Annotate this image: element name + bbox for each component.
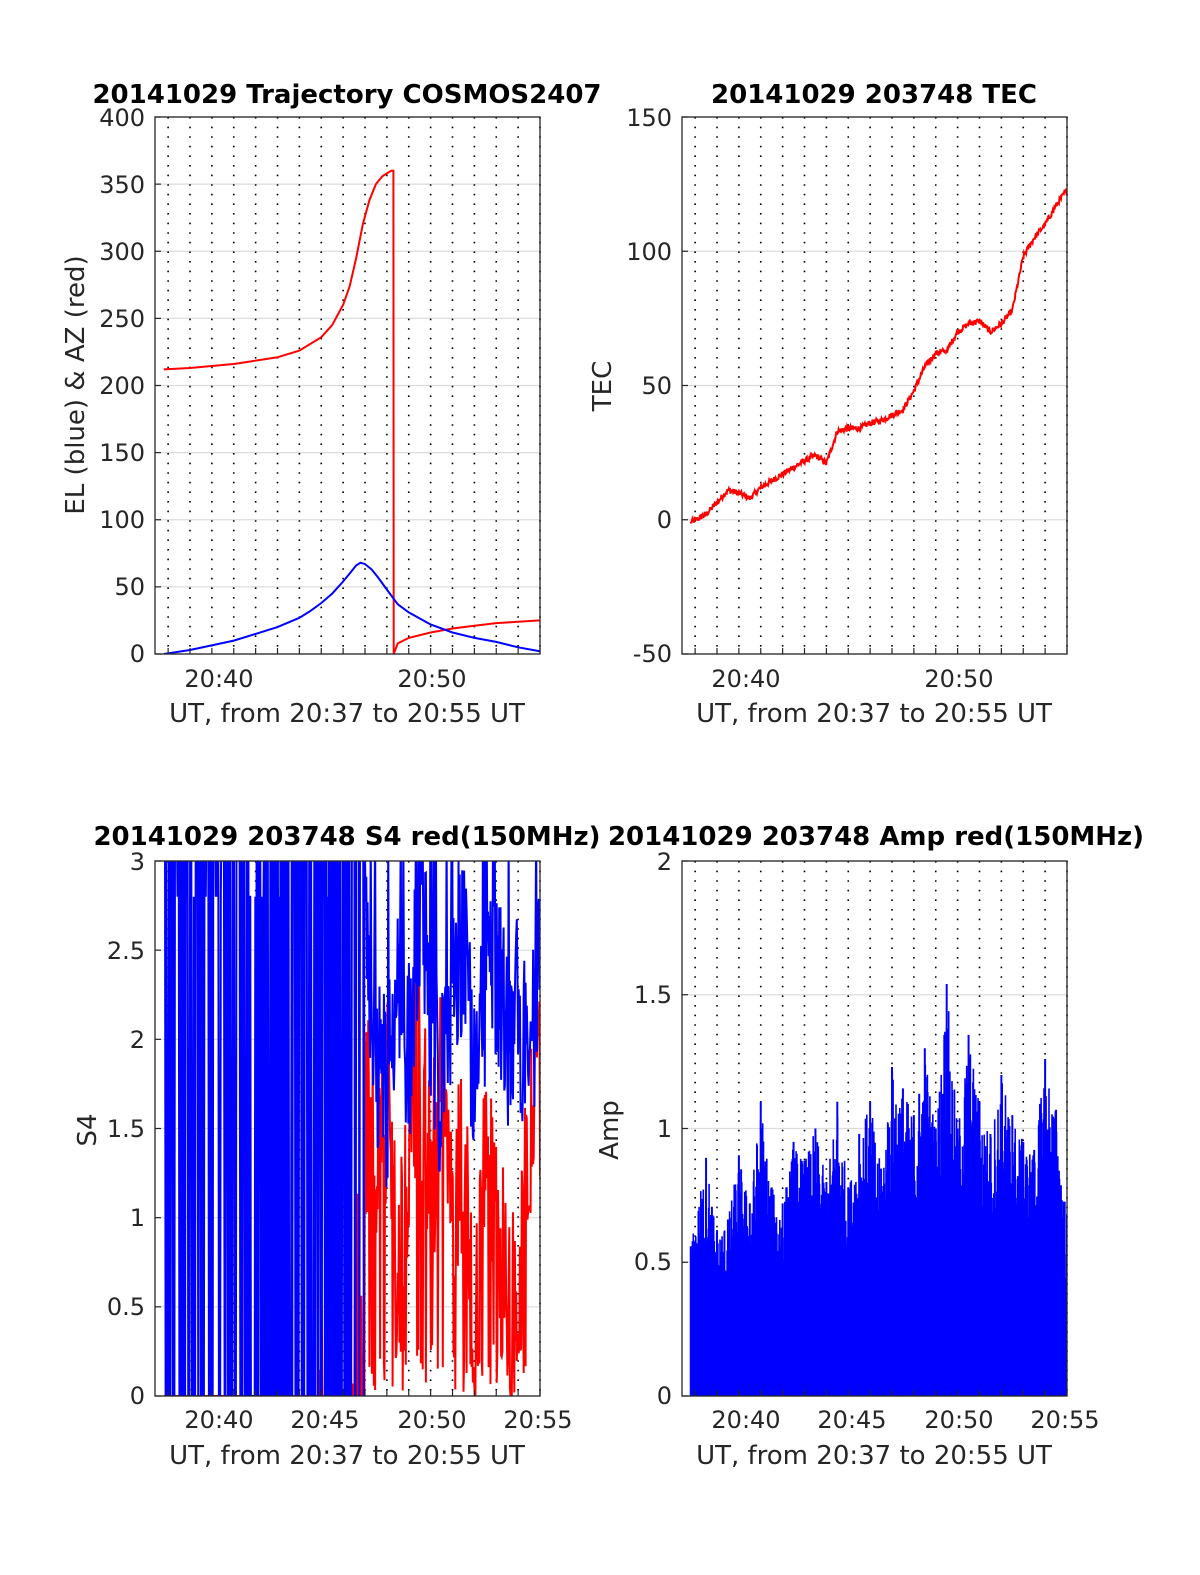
panel-3-ylabel: S4 [73,1113,103,1146]
panel-3-ticks [155,860,541,1397]
plot-clip-group [689,188,1067,524]
panel-3-plot-area [163,861,540,1396]
panel-4-xtick: 20:50 [924,1406,993,1434]
panel-4-ytick: 0.5 [634,1248,672,1276]
panel-3-ytick: 2 [130,1026,145,1054]
panel-1-ytick: 150 [99,439,145,467]
panel-3-ytick: 2.5 [107,937,145,965]
panel-4-ytick: 0 [657,1382,672,1410]
panel-1-ytick: 400 [99,104,145,132]
panel-4-plot-area [689,984,1067,1396]
panel-1-xlabel: UT, from 20:37 to 20:55 UT [169,699,525,729]
panel-2-xtick: 20:40 [711,665,780,693]
panel-1-ytick: 50 [114,573,145,601]
panel-3-xlabel: UT, from 20:37 to 20:55 UT [169,1441,525,1471]
red-series-line [163,945,540,1396]
panel-1-plot-area [163,169,540,654]
panel-2-ytick: -50 [633,640,672,668]
panel-2-ticks [682,116,1068,655]
blue-series-line [163,561,540,654]
panel-4-xtick: 20:45 [817,1406,886,1434]
panel-amp: 20141029 203748 Amp red(150MHz) 20:40 20… [595,822,1144,1471]
panel-3-ytick: 1.5 [107,1115,145,1143]
panel-4-ytick: 2 [657,848,672,876]
panel-2-ytick: 150 [626,104,672,132]
panel-2-ylabel: TEC [588,361,618,412]
panel-3-xtick: 20:55 [503,1406,572,1434]
plot-clip-group [163,861,540,1396]
panel-2-ytick: 0 [657,506,672,534]
panel-2-title: 20141029 203748 TEC [711,80,1037,110]
panel-1-ytick: 350 [99,171,145,199]
panel-2-plot-area [689,188,1067,524]
panel-2-ytick: 100 [626,238,672,266]
panel-1-ylabel: EL (blue) & AZ (red) [61,255,91,514]
panel-4-xtick: 20:55 [1030,1406,1099,1434]
panel-1-ytick: 0 [130,640,145,668]
panel-3-ytick: 1 [130,1204,145,1232]
panel-1-ytick: 250 [99,305,145,333]
panel-1-ytick: 100 [99,506,145,534]
panel-3-ytick: 0.5 [107,1293,145,1321]
panel-trajectory: 20141029 Trajectory COSMOS2407 20:40 20:… [61,80,602,729]
panel-3-xtick: 20:40 [184,1406,253,1434]
panel-s4: 20141029 203748 S4 red(150MHz) 20:40 20:… [73,822,601,1471]
panel-1-grid [155,116,541,655]
panel-4-ytick: 1 [657,1115,672,1143]
red-series-line [689,188,1067,524]
panel-4-title: 20141029 203748 Amp red(150MHz) [608,822,1144,852]
panel-1-ytick: 200 [99,372,145,400]
red-series-line [163,169,540,654]
panel-4-ytick: 1.5 [634,981,672,1009]
panel-1-ticks [155,116,541,655]
panel-3-ytick: 0 [130,1382,145,1410]
panel-4-ylabel: Amp [595,1100,625,1160]
panel-2-ytick: 50 [641,372,672,400]
panel-2-xtick: 20:50 [924,665,993,693]
panel-1-xtick: 20:40 [184,665,253,693]
plot-clip-group [163,169,540,654]
panel-4-xlabel: UT, from 20:37 to 20:55 UT [696,1441,1052,1471]
panel-3-xtick: 20:45 [290,1406,359,1434]
plot-clip-group [689,984,1067,1396]
panel-4-xtick: 20:40 [711,1406,780,1434]
panel-1-xtick: 20:50 [397,665,466,693]
panel-4-ticks [682,860,1068,1397]
panel-tec: 20141029 203748 TEC 20:40 20:50 -50 0 50… [588,80,1068,729]
panel-1-ytick: 300 [99,238,145,266]
panel-1-title: 20141029 Trajectory COSMOS2407 [92,80,601,110]
panel-3-ytick: 3 [130,848,145,876]
blue-series-line [164,861,540,1396]
panel-2-xlabel: UT, from 20:37 to 20:55 UT [696,699,1052,729]
panel-3-title: 20141029 203748 S4 red(150MHz) [93,822,600,852]
panel-3-xtick: 20:50 [397,1406,466,1434]
